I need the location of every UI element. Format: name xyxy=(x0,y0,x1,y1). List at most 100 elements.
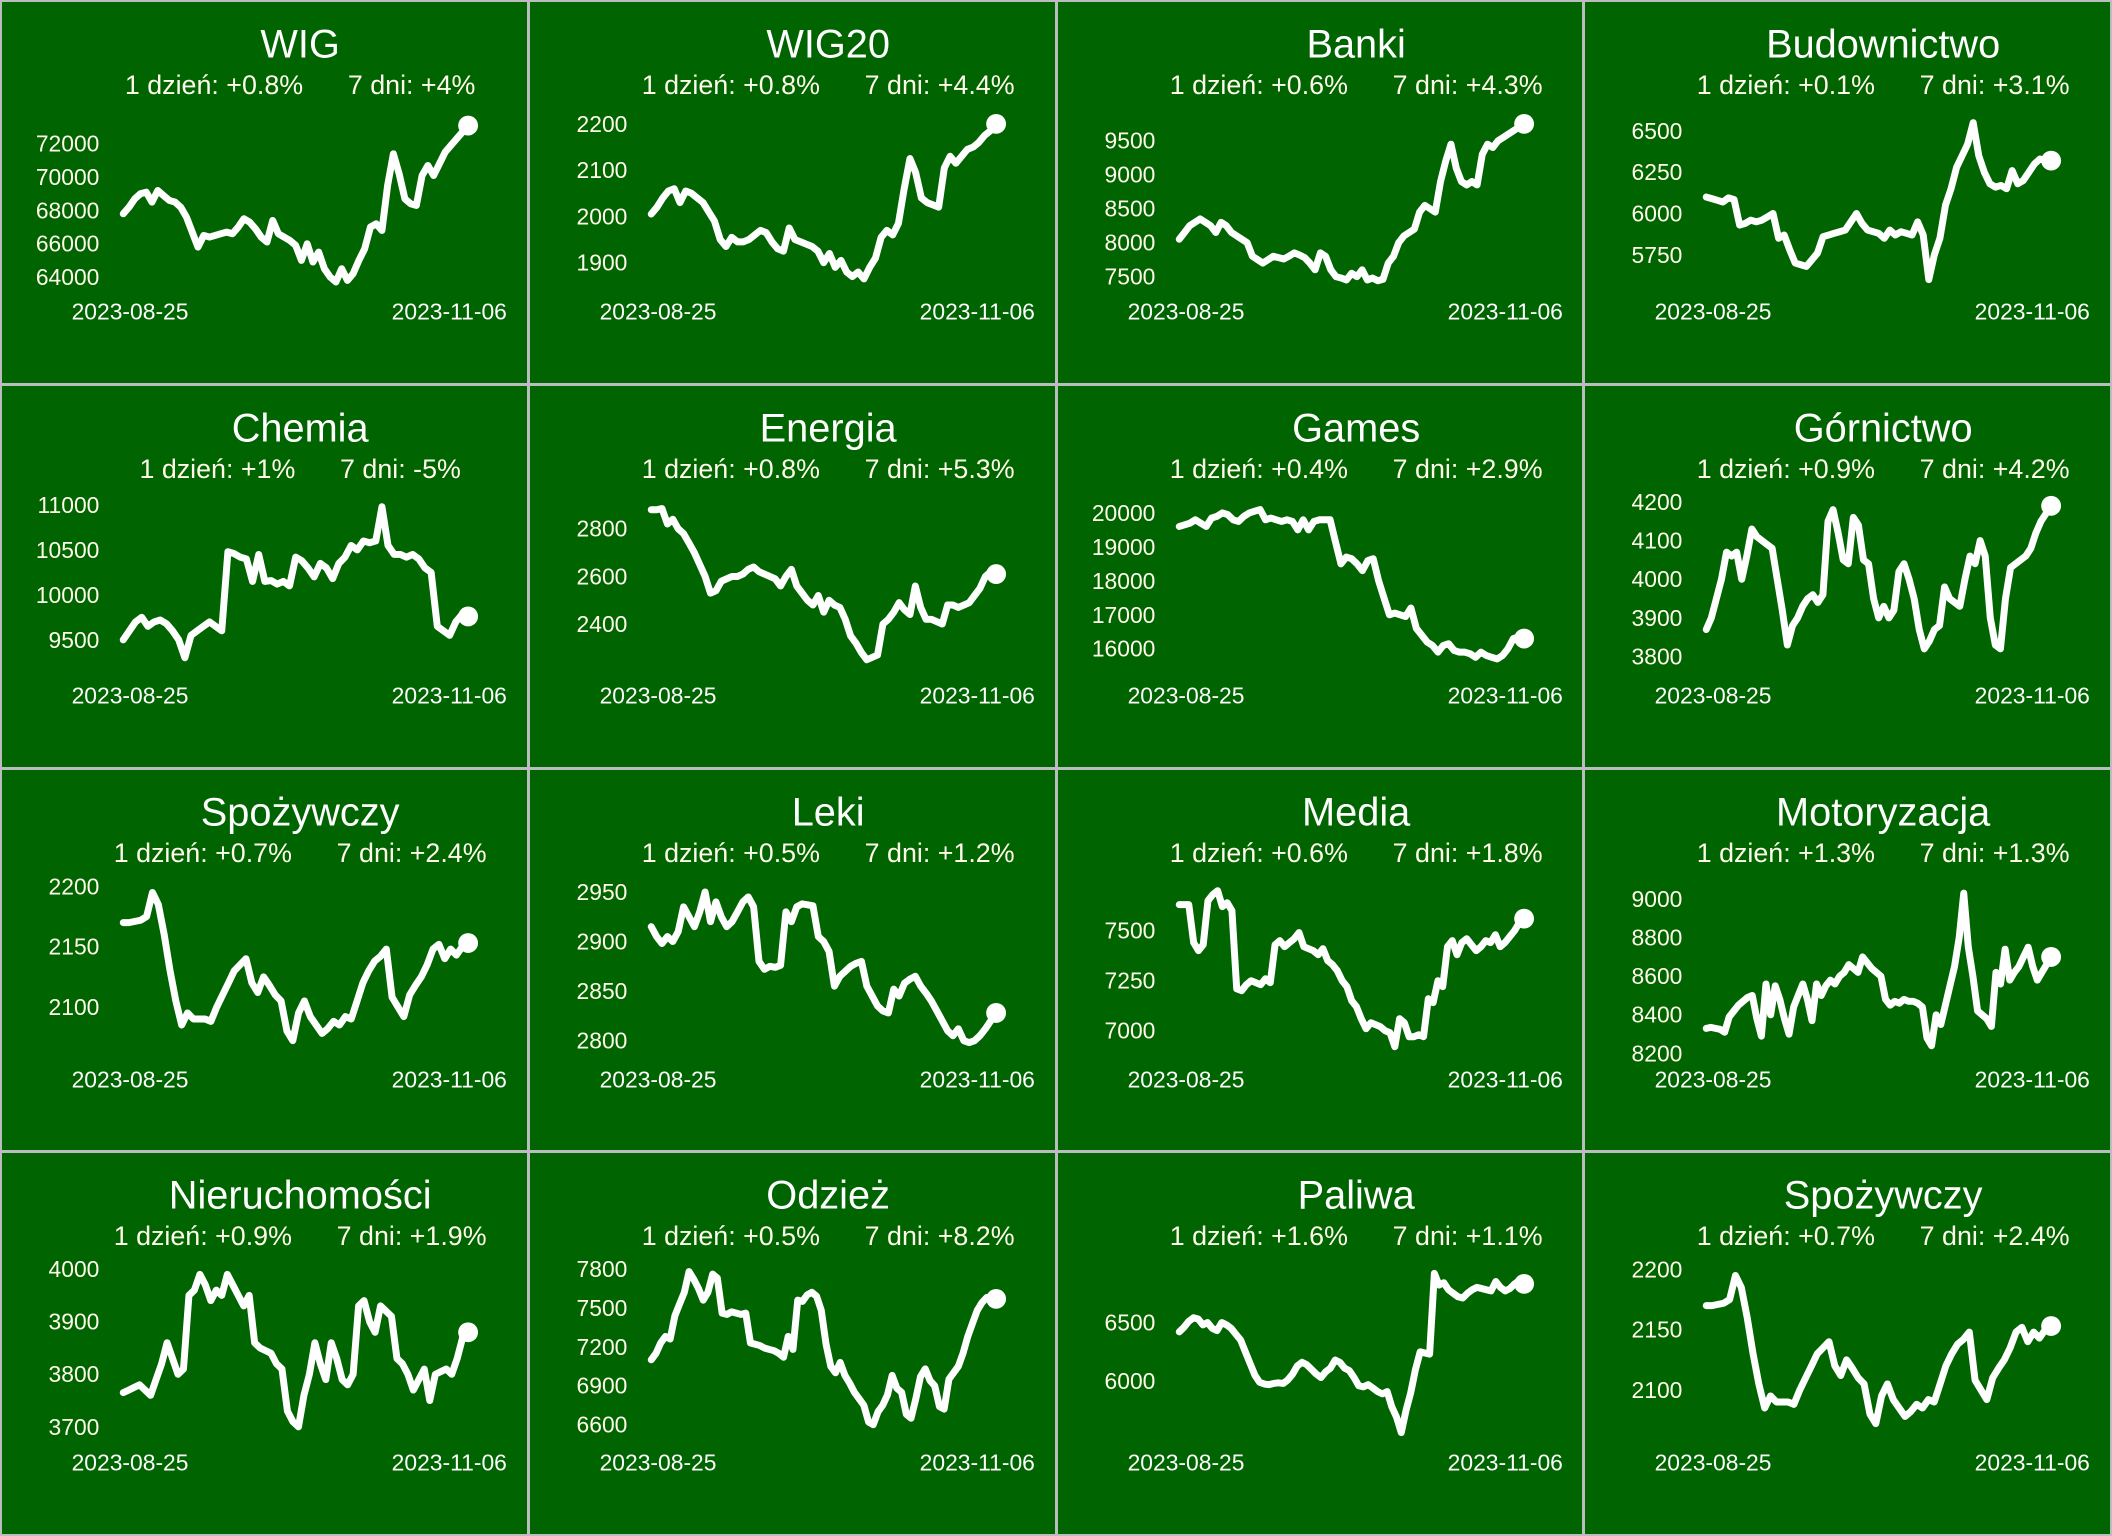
panel-title: Budownictwo xyxy=(1766,23,2000,67)
y-tick-label: 8500 xyxy=(1104,196,1155,222)
last-point-marker xyxy=(1513,908,1534,929)
y-tick-label: 1900 xyxy=(576,250,627,276)
y-tick-label: 10500 xyxy=(36,537,100,563)
price-line xyxy=(1175,886,1528,1050)
y-tick-label: 2150 xyxy=(1632,1317,1683,1343)
chart-svg: Motoryzacja 1 dzień: +1.3% 7 dni: +1.3% 90… xyxy=(1585,769,2110,1151)
x-end-label: 2023-11-06 xyxy=(919,298,1034,324)
y-tick-label: 64000 xyxy=(36,264,100,290)
day-change-label: 1 dzień: +0.7% xyxy=(114,838,292,868)
chart-panel: Leki 1 dzień: +0.5% 7 dni: +1.2% 2950 2900 2… xyxy=(529,769,1055,1151)
week-change-label: 7 dni: +3.1% xyxy=(1920,70,2070,100)
last-point-marker xyxy=(2041,946,2062,967)
change-subtitle: 1 dzień: +0.4% 7 dni: +2.9% xyxy=(1169,454,1542,484)
y-tick-label: 3900 xyxy=(49,1309,100,1335)
panel-background xyxy=(1057,2,1583,383)
price-line xyxy=(1175,120,1528,285)
x-start-label: 2023-08-25 xyxy=(72,298,189,324)
panel-title: Leki xyxy=(791,790,864,834)
y-tick-label: 70000 xyxy=(36,164,100,190)
x-start-label: 2023-08-25 xyxy=(1127,682,1244,708)
panel-title: Media xyxy=(1302,790,1411,834)
x-end-label: 2023-11-06 xyxy=(1975,1066,2090,1092)
y-tick-label: 8400 xyxy=(1632,1001,1683,1027)
y-tick-label: 2100 xyxy=(576,157,627,183)
subtitle-gap xyxy=(820,454,865,484)
subtitle-gap xyxy=(292,1221,337,1251)
day-change-label: 1 dzień: +0.8% xyxy=(641,70,819,100)
y-tick-label: 7800 xyxy=(576,1256,627,1282)
subtitle-gap xyxy=(820,838,865,868)
y-tick-label: 2150 xyxy=(49,933,100,959)
price-line xyxy=(647,120,1000,283)
chart-panel: Odzież 1 dzień: +0.5% 7 dni: +8.2% 7800 750… xyxy=(529,1153,1055,1534)
y-tick-label: 2100 xyxy=(49,993,100,1019)
panel-background xyxy=(1057,1153,1583,1534)
subtitle-gap xyxy=(303,70,348,100)
change-subtitle: 1 dzień: +0.8% 7 dni: +5.3% xyxy=(641,454,1014,484)
week-change-label: 7 dni: +2.4% xyxy=(1920,1221,2070,1251)
x-end-label: 2023-11-06 xyxy=(919,1066,1034,1092)
y-tick-label: 10000 xyxy=(36,582,100,608)
change-subtitle: 1 dzień: +0.6% 7 dni: +1.8% xyxy=(1169,838,1542,868)
day-change-label: 1 dzień: +1.3% xyxy=(1697,838,1875,868)
subtitle-gap xyxy=(1347,454,1392,484)
x-start-label: 2023-08-25 xyxy=(72,1066,189,1092)
chart-panel: Banki 1 dzień: +0.6% 7 dni: +4.3% 9500 9000… xyxy=(1057,2,1583,383)
x-end-label: 2023-11-06 xyxy=(392,1450,507,1476)
y-tick-label: 3900 xyxy=(1632,605,1683,631)
day-change-label: 1 dzień: +1.6% xyxy=(1169,1221,1347,1251)
y-tick-label: 4100 xyxy=(1632,527,1683,553)
week-change-label: 7 dni: +1.8% xyxy=(1392,838,1542,868)
panel-title: Spożywczy xyxy=(201,790,400,834)
chart-panel: Motoryzacja 1 dzień: +1.3% 7 dni: +1.3% 90… xyxy=(1585,769,2110,1151)
last-point-marker xyxy=(458,606,479,627)
subtitle-gap xyxy=(1347,70,1392,100)
panel-background xyxy=(2,1153,527,1534)
subtitle-gap xyxy=(820,1221,865,1251)
last-point-marker xyxy=(2041,1316,2062,1337)
chart-panel: WIG 1 dzień: +0.8% 7 dni: +4% 72000 70000 68… xyxy=(2,2,527,383)
chart-panel: Energia 1 dzień: +0.8% 7 dni: +5.3% 2800 26… xyxy=(529,385,1055,767)
y-tick-label: 8600 xyxy=(1632,963,1683,989)
y-tick-label: 4200 xyxy=(1632,489,1683,515)
y-tick-label: 68000 xyxy=(36,197,100,223)
y-tick-label: 2850 xyxy=(576,978,627,1004)
panel-title: Banki xyxy=(1306,23,1405,67)
subtitle-gap xyxy=(1347,1221,1392,1251)
price-line xyxy=(647,887,1000,1046)
panel-title: Games xyxy=(1292,406,1420,450)
y-tick-label: 8200 xyxy=(1632,1040,1683,1066)
y-tick-label: 2800 xyxy=(576,1027,627,1053)
last-point-marker xyxy=(985,1002,1006,1023)
subtitle-gap xyxy=(1347,838,1392,868)
x-start-label: 2023-08-25 xyxy=(72,682,189,708)
chart-panel: Budownictwo 1 dzień: +0.1% 7 dni: +3.1% 65… xyxy=(1585,2,2110,383)
x-end-label: 2023-11-06 xyxy=(392,298,507,324)
y-tick-label: 2400 xyxy=(576,611,627,637)
week-change-label: 7 dni: +2.9% xyxy=(1392,454,1542,484)
y-tick-label: 11000 xyxy=(38,492,100,518)
y-tick-label: 3800 xyxy=(49,1362,100,1388)
change-subtitle: 1 dzień: +0.8% 7 dni: +4.4% xyxy=(641,70,1014,100)
last-point-marker xyxy=(985,1289,1006,1310)
panel-background xyxy=(1057,769,1583,1151)
price-line xyxy=(119,1271,472,1431)
week-change-label: 7 dni: +1.9% xyxy=(337,1221,487,1251)
y-tick-label: 20000 xyxy=(1091,500,1155,526)
change-subtitle: 1 dzień: +0.5% 7 dni: +8.2% xyxy=(641,1221,1014,1251)
panel-background xyxy=(1585,385,2110,767)
y-tick-label: 19000 xyxy=(1091,534,1155,560)
price-line xyxy=(1703,889,2055,1049)
chart-svg: Media 1 dzień: +0.6% 7 dni: +1.8% 7500 7250… xyxy=(1057,769,1583,1151)
y-tick-label: 3700 xyxy=(49,1414,100,1440)
x-end-label: 2023-11-06 xyxy=(919,682,1034,708)
x-start-label: 2023-08-25 xyxy=(72,1450,189,1476)
panel-background xyxy=(1057,385,1583,767)
y-tick-label: 2000 xyxy=(576,203,627,229)
x-start-label: 2023-08-25 xyxy=(599,298,716,324)
